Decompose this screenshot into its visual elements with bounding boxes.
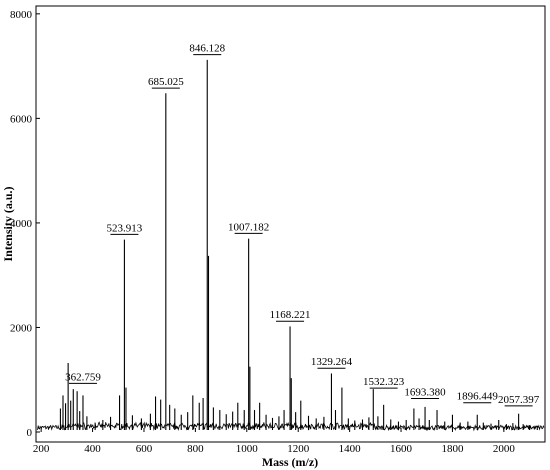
x-tick-label: 2000: [493, 443, 516, 455]
peak-label: 1693.380: [404, 387, 446, 399]
peak-label: 362.759: [65, 371, 101, 383]
x-tick-label: 1600: [390, 443, 413, 455]
x-tick-label: 1000: [236, 443, 259, 455]
peak-labels: 362.759 523.913 685.025 846.128 1007.182 1168…: [65, 43, 540, 407]
y-tick-label: 6000: [10, 113, 33, 125]
x-tick-label: 800: [187, 443, 204, 455]
x-tick-label: 1400: [339, 443, 362, 455]
x-tick-label: 1800: [441, 443, 464, 455]
peak-label: 1168.221: [270, 309, 311, 321]
x-tick-label: 1200: [287, 443, 310, 455]
peak-label: 2057.397: [498, 394, 540, 406]
peak-label: 1532.323: [363, 376, 405, 388]
peak-label: 685.025: [148, 76, 184, 88]
y-tick-label: 8000: [10, 9, 33, 21]
peak-label: 1329.264: [311, 356, 353, 368]
peak-label: 846.128: [189, 43, 225, 55]
spectrum-trace-group: [37, 59, 545, 432]
axes: 200 400 600 800 1000 1200 1400 1600 1800 2000 0 200…: [10, 9, 515, 455]
y-tick-label: 4000: [10, 218, 33, 230]
x-axis-title: Mass (m/z): [262, 455, 318, 469]
peak-label: 1896.449: [457, 391, 499, 403]
plot-frame: [35, 5, 546, 443]
x-tick-label: 400: [84, 443, 101, 455]
peak-label: 1007.182: [228, 221, 269, 233]
y-axis-title: Intensity (a.u.): [1, 186, 15, 261]
x-tick-label: 600: [136, 443, 153, 455]
x-tick-label: 200: [33, 443, 50, 455]
peak-label: 523.913: [107, 222, 143, 234]
y-tick-label: 0: [27, 427, 33, 439]
y-tick-label: 2000: [10, 322, 33, 334]
